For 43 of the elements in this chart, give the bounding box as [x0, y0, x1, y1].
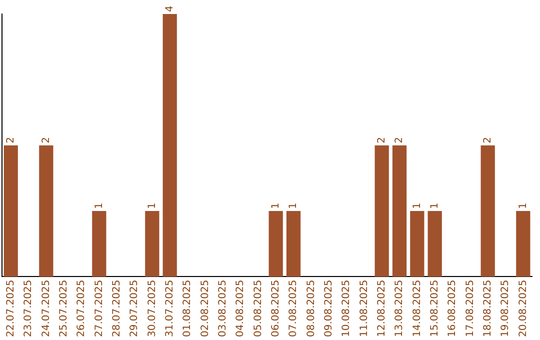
x-tick-label: 13.08.2025 [394, 280, 406, 338]
x-tick-label: 27.07.2025 [94, 280, 105, 338]
x-tick-label: 12.08.2025 [376, 280, 388, 338]
data-label: 2 [482, 136, 494, 144]
x-tick-label: 25.07.2025 [58, 280, 70, 338]
data-label: 1 [288, 202, 300, 210]
data-label: 1 [518, 202, 529, 210]
x-tick-label: 29.07.2025 [129, 280, 140, 338]
data-label: 1 [412, 202, 423, 210]
x-tick-label: 31.07.2025 [164, 280, 176, 338]
x-tick-label: 16.08.2025 [447, 280, 458, 338]
data-label: 2 [40, 136, 52, 144]
x-tick-label: 04.08.2025 [235, 280, 246, 338]
x-tick-label: 11.08.2025 [358, 280, 370, 338]
data-label: 2 [376, 136, 388, 144]
x-tick-label: 30.07.2025 [146, 280, 158, 338]
x-tick-label: 01.08.2025 [182, 280, 194, 338]
data-label: 1 [270, 202, 282, 210]
x-tick-label: 10.08.2025 [341, 280, 352, 338]
x-tick-label: 07.08.2025 [288, 280, 300, 338]
x-tick-label: 22.07.2025 [5, 280, 16, 338]
data-label: 2 [394, 136, 406, 144]
data-label: 4 [164, 6, 176, 12]
x-tick-label: 05.08.2025 [252, 280, 264, 338]
x-tick-label: 06.08.2025 [270, 280, 282, 338]
x-tick-label: 15.08.2025 [429, 280, 440, 338]
x-tick-label: 14.08.2025 [412, 280, 423, 338]
x-tick-label: 17.08.2025 [464, 280, 476, 338]
data-label: 1 [94, 202, 105, 210]
x-tick-label: 18.08.2025 [482, 280, 494, 338]
x-tick-label: 20.08.2025 [518, 280, 529, 338]
data-label: 1 [429, 202, 440, 210]
data-label: 1 [146, 202, 158, 210]
x-tick-label: 28.07.2025 [111, 280, 122, 338]
x-tick-label: 09.08.2025 [323, 280, 334, 338]
x-tick-label: 08.08.2025 [306, 280, 317, 338]
x-tick-label: 19.08.2025 [500, 280, 512, 338]
data-label: 2 [5, 136, 16, 144]
x-tick-label: 23.07.2025 [23, 280, 34, 338]
x-tick-label: 03.08.2025 [217, 280, 228, 338]
x-tick-label: 26.07.2025 [76, 280, 88, 338]
x-tick-label: 02.08.2025 [200, 280, 211, 338]
x-tick-label: 24.07.2025 [40, 280, 52, 338]
